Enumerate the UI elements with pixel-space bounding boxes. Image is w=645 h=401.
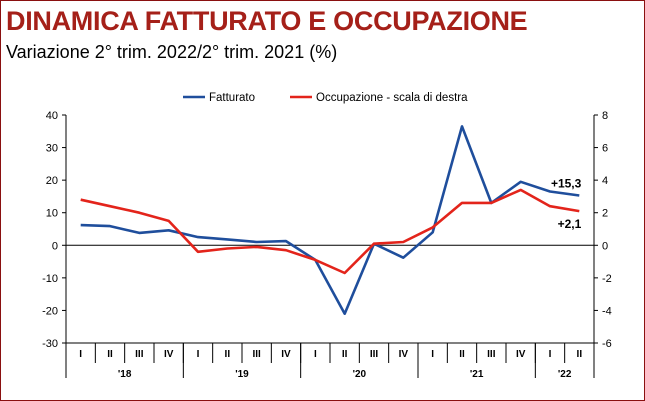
- category-label: II: [459, 349, 465, 360]
- right-tick-label: 8: [602, 110, 608, 122]
- category-label: IV: [164, 349, 174, 360]
- legend-label-occupazione: Occupazione - scala di destra: [316, 92, 468, 104]
- year-label: '20: [353, 369, 367, 380]
- left-tick-label: 40: [46, 110, 58, 122]
- left-tick-label: 30: [46, 143, 58, 155]
- series-line-fatturato: [80, 125, 580, 316]
- category-label: I: [197, 349, 200, 360]
- category-label: II: [225, 349, 231, 360]
- left-tick-label: 10: [46, 208, 58, 220]
- category-label: III: [135, 349, 144, 360]
- chart-subtitle: Variazione 2° trim. 2022/2° trim. 2021 (…: [6, 42, 338, 62]
- left-tick-label: -20: [42, 305, 58, 317]
- category-label: I: [314, 349, 317, 360]
- category-label: II: [107, 349, 113, 360]
- left-tick-label: -10: [42, 273, 58, 285]
- category-label: II: [342, 349, 348, 360]
- end-labels: +15,3 +2,1: [551, 176, 582, 231]
- category-label: IV: [399, 349, 409, 360]
- series-lines: [80, 125, 580, 316]
- year-label: '18: [118, 369, 132, 380]
- category-label: IV: [516, 349, 526, 360]
- category-label: IV: [281, 349, 291, 360]
- category-label: I: [549, 349, 552, 360]
- end-label-occupazione: +2,1: [558, 217, 582, 231]
- legend: Fatturato Occupazione - scala di destra: [183, 92, 468, 104]
- right-tick-label: -2: [602, 273, 612, 285]
- end-label-fatturato: +15,3: [551, 176, 582, 190]
- right-tick-label: 0: [602, 240, 608, 252]
- year-label: '22: [558, 369, 572, 380]
- right-tick-label: 4: [602, 175, 608, 187]
- left-tick-label: 20: [46, 175, 58, 187]
- left-tick-label: -30: [42, 338, 58, 350]
- year-label: '21: [470, 369, 484, 380]
- category-label: III: [487, 349, 496, 360]
- category-label: II: [577, 349, 583, 360]
- right-tick-label: 6: [602, 143, 608, 155]
- category-label: III: [370, 349, 379, 360]
- right-tick-label: -6: [602, 338, 612, 350]
- category-label: I: [431, 349, 434, 360]
- right-tick-label: -4: [602, 305, 612, 317]
- series-line-occupazione: [80, 188, 580, 275]
- category-label: I: [79, 349, 82, 360]
- left-tick-label: 0: [52, 240, 58, 252]
- chart-title: DINAMICA FATTURATO E OCCUPAZIONE: [6, 6, 528, 36]
- year-label: '19: [235, 369, 249, 380]
- legend-label-fatturato: Fatturato: [209, 92, 255, 104]
- right-tick-label: 2: [602, 208, 608, 220]
- category-label: III: [252, 349, 261, 360]
